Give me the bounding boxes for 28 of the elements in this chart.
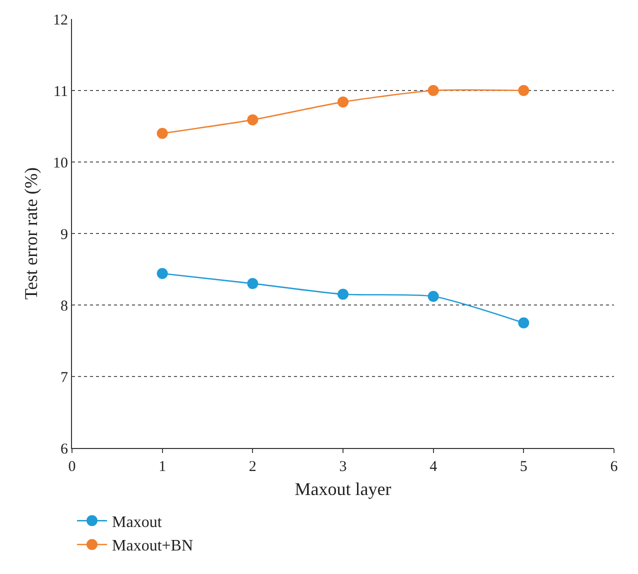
x-tick-label: 5 bbox=[520, 459, 528, 475]
y-tick-label: 11 bbox=[54, 84, 68, 100]
x-tick-label: 1 bbox=[158, 459, 166, 475]
point bbox=[247, 114, 258, 126]
y-tick-label: 10 bbox=[53, 155, 68, 172]
y-tick-label: 6 bbox=[60, 441, 68, 458]
point bbox=[518, 317, 530, 328]
point bbox=[338, 96, 348, 108]
point bbox=[518, 85, 530, 96]
x-axis-title: Maxout layer bbox=[294, 479, 392, 500]
point bbox=[156, 268, 168, 280]
x-tick-label: 6 bbox=[610, 459, 618, 475]
point bbox=[338, 288, 348, 300]
x-tick-label: 2 bbox=[248, 459, 256, 475]
y-tick-label: 9 bbox=[60, 226, 68, 243]
y-axis-title: Test error rate (%) bbox=[21, 167, 42, 300]
x-tick-label: 4 bbox=[430, 459, 438, 475]
y-tick-label: 12 bbox=[53, 12, 68, 28]
legend-label: Maxout bbox=[112, 514, 162, 531]
point bbox=[428, 85, 439, 96]
legend-label: Maxout+BN bbox=[112, 538, 194, 555]
point bbox=[428, 290, 439, 302]
point bbox=[156, 128, 168, 139]
y-tick-label: 7 bbox=[60, 370, 68, 386]
y-tick-label: 8 bbox=[60, 298, 68, 314]
x-tick-label: 0 bbox=[68, 459, 76, 475]
point bbox=[247, 278, 258, 290]
x-tick-label: 3 bbox=[339, 459, 347, 475]
